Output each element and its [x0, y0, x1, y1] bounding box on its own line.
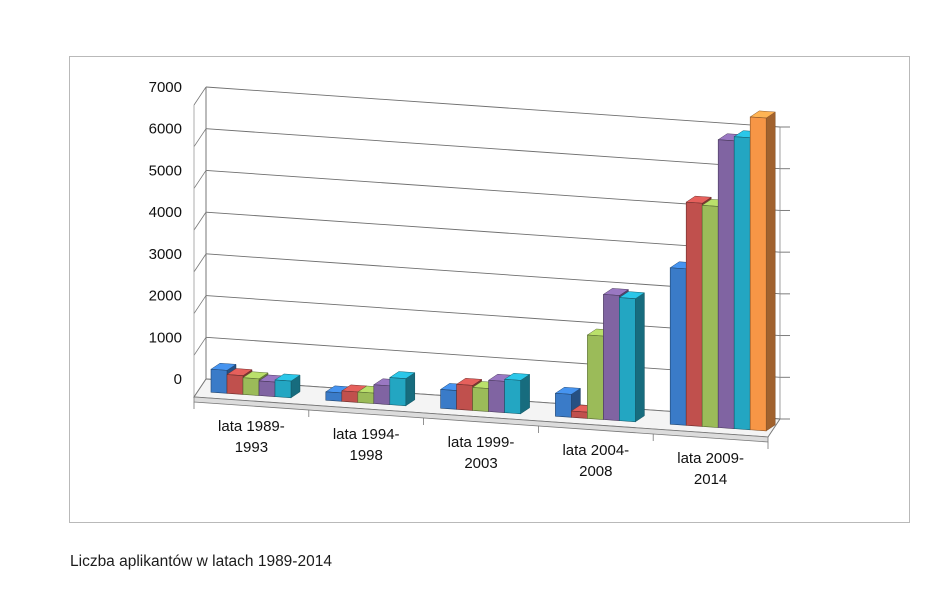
x-tick-label: 2014 [694, 471, 727, 488]
bar-series-1 [669, 267, 687, 426]
bar-side [635, 292, 645, 423]
bar-series-6 [749, 116, 767, 432]
y-tick-label: 5000 [149, 162, 182, 179]
y-tick-label: 6000 [149, 121, 182, 138]
y-axis-tick [193, 295, 207, 314]
gridline [205, 211, 781, 253]
gridline [205, 86, 781, 128]
y-axis-tick [193, 253, 207, 273]
bar-series-2 [341, 390, 359, 403]
bar-series-1 [555, 392, 572, 418]
x-tick-label: 2008 [579, 463, 612, 480]
bar-series-5 [274, 379, 292, 399]
bar-series-3 [472, 387, 489, 412]
bar-series-2 [685, 201, 703, 427]
y-axis-tick [193, 211, 207, 231]
y-tick-label: 4000 [149, 204, 182, 221]
y-tick-label: 3000 [149, 246, 182, 263]
x-tick-label: 1998 [350, 447, 383, 464]
y-axis-tick [193, 337, 207, 356]
gridline [205, 128, 781, 170]
bar-series-1 [325, 391, 343, 402]
bar-side [765, 111, 776, 432]
bar-series-5 [619, 297, 636, 423]
bar-series-4 [258, 380, 276, 397]
bar-series-5 [389, 377, 407, 407]
chart-frame: 0 1000 2000 3000 4000 5000 6000 7000 lata 1989- 1… [69, 56, 910, 523]
chart-caption: Liczba aplikantów w latach 1989-2014 [70, 553, 332, 570]
bar-series-1 [440, 389, 457, 410]
bar-series-4 [717, 139, 735, 429]
y-tick-label: 2000 [149, 288, 182, 305]
gridline [205, 169, 781, 211]
bar-series-4 [603, 294, 620, 421]
bar-side [520, 373, 530, 415]
x-tick-label: 1993 [235, 439, 268, 456]
x-tick-label: lata 1999- [448, 434, 515, 451]
bar-series-5 [733, 136, 751, 431]
bar-series-3 [587, 334, 604, 420]
y-axis-tick [193, 128, 207, 147]
y-tick-label: 0 [174, 371, 182, 388]
bar-series-2 [226, 374, 244, 395]
bar-series-3 [357, 391, 375, 404]
x-tick-label: lata 2004- [562, 442, 629, 459]
x-tick-label: lata 1994- [333, 426, 400, 443]
x-tick-label: 2003 [464, 455, 497, 472]
y-axis-tick [193, 170, 207, 189]
bar-series-4 [373, 384, 391, 405]
x-tick-label: lata 1989- [218, 418, 285, 435]
bar-series-3 [701, 205, 719, 428]
bar-series-5 [504, 378, 521, 415]
x-tick-label: lata 2009- [677, 450, 744, 467]
y-tick-label: 7000 [149, 79, 182, 96]
bar-series-4 [488, 379, 505, 413]
chart-svg: 0 1000 2000 3000 4000 5000 6000 7000 lata 1989- 1… [149, 79, 790, 488]
bar-series-3 [242, 377, 260, 396]
y-tick-label: 1000 [149, 329, 182, 346]
bars [210, 110, 776, 432]
bar-series-2 [571, 410, 588, 419]
y-axis-tick [193, 86, 207, 106]
bar-series-2 [456, 383, 473, 411]
bar-series-1 [210, 368, 228, 394]
